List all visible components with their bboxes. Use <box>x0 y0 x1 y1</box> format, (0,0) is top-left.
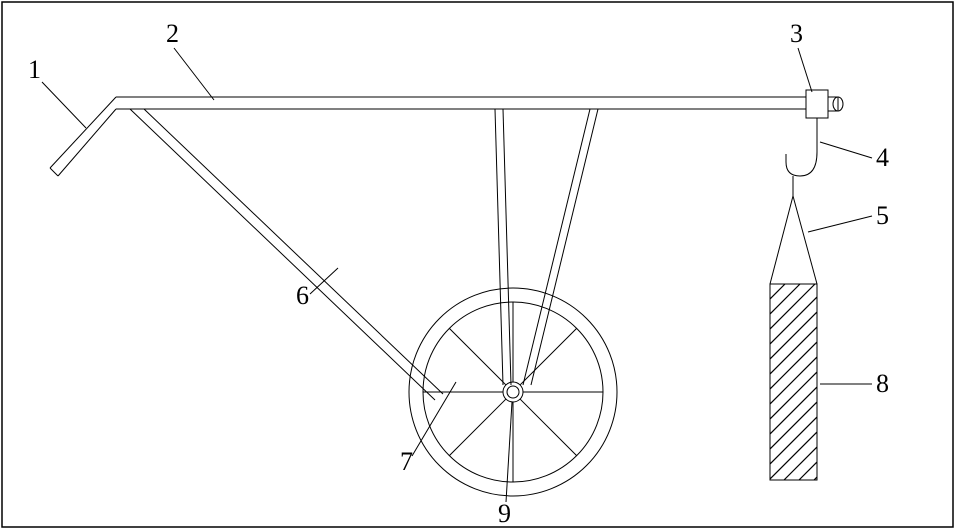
label-9: 9 <box>498 499 511 528</box>
label-4: 4 <box>876 143 889 172</box>
label-6: 6 <box>296 281 309 310</box>
label-8: 8 <box>876 369 889 398</box>
frame <box>2 2 953 527</box>
label-5: 5 <box>876 201 889 230</box>
end-block <box>806 90 828 118</box>
label-2: 2 <box>166 19 179 48</box>
hook <box>786 118 817 176</box>
label-3: 3 <box>790 19 803 48</box>
pendant <box>574 284 955 480</box>
label-7: 7 <box>400 447 413 476</box>
labels: 1 2 3 4 5 6 7 8 9 <box>28 19 889 528</box>
label-1: 1 <box>28 55 41 84</box>
